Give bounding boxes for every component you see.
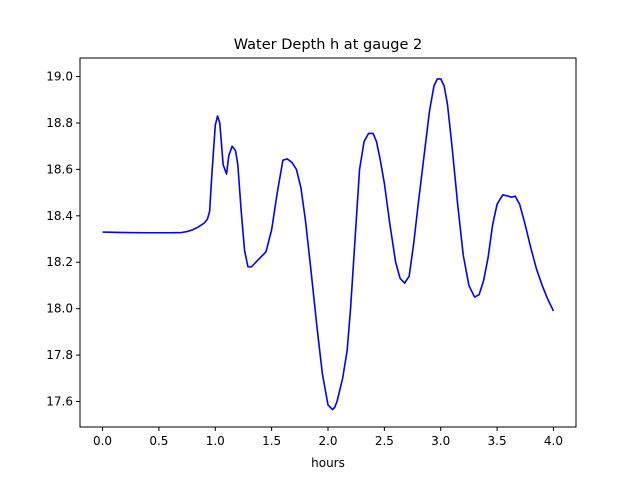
x-tick-label: 0.5: [149, 434, 168, 448]
x-tick-label: 1.5: [262, 434, 281, 448]
x-tick-label: 0.0: [93, 434, 112, 448]
y-tick-label: 18.4: [46, 209, 73, 223]
y-tick-label: 19.0: [46, 70, 73, 84]
x-axis-ticks: 0.0 0.5 1.0 1.5 2.0 2.5 3.0 3.5 4.0: [93, 427, 563, 448]
series-line: [102, 78, 555, 411]
plot-area-frame: [79, 57, 577, 428]
x-axis-label: hours: [311, 456, 345, 470]
x-tick-label: 3.5: [488, 434, 507, 448]
y-tick-label: 18.0: [46, 302, 73, 316]
x-tick-label: 2.5: [375, 434, 394, 448]
y-tick-label: 18.2: [46, 255, 73, 269]
x-tick-label: 3.0: [431, 434, 450, 448]
x-tick-label: 4.0: [544, 434, 563, 448]
chart-title: Water Depth h at gauge 2: [234, 37, 422, 53]
y-tick-label: 18.8: [46, 116, 73, 130]
y-tick-label: 17.8: [46, 348, 73, 362]
y-axis-ticks: 17.6 17.8 18.0 18.2 18.4 18.6 18.8 19.0: [46, 70, 80, 408]
y-tick-label: 18.6: [46, 162, 73, 176]
x-tick-label: 2.0: [318, 434, 337, 448]
x-tick-label: 1.0: [206, 434, 225, 448]
y-tick-label: 17.6: [46, 394, 73, 408]
